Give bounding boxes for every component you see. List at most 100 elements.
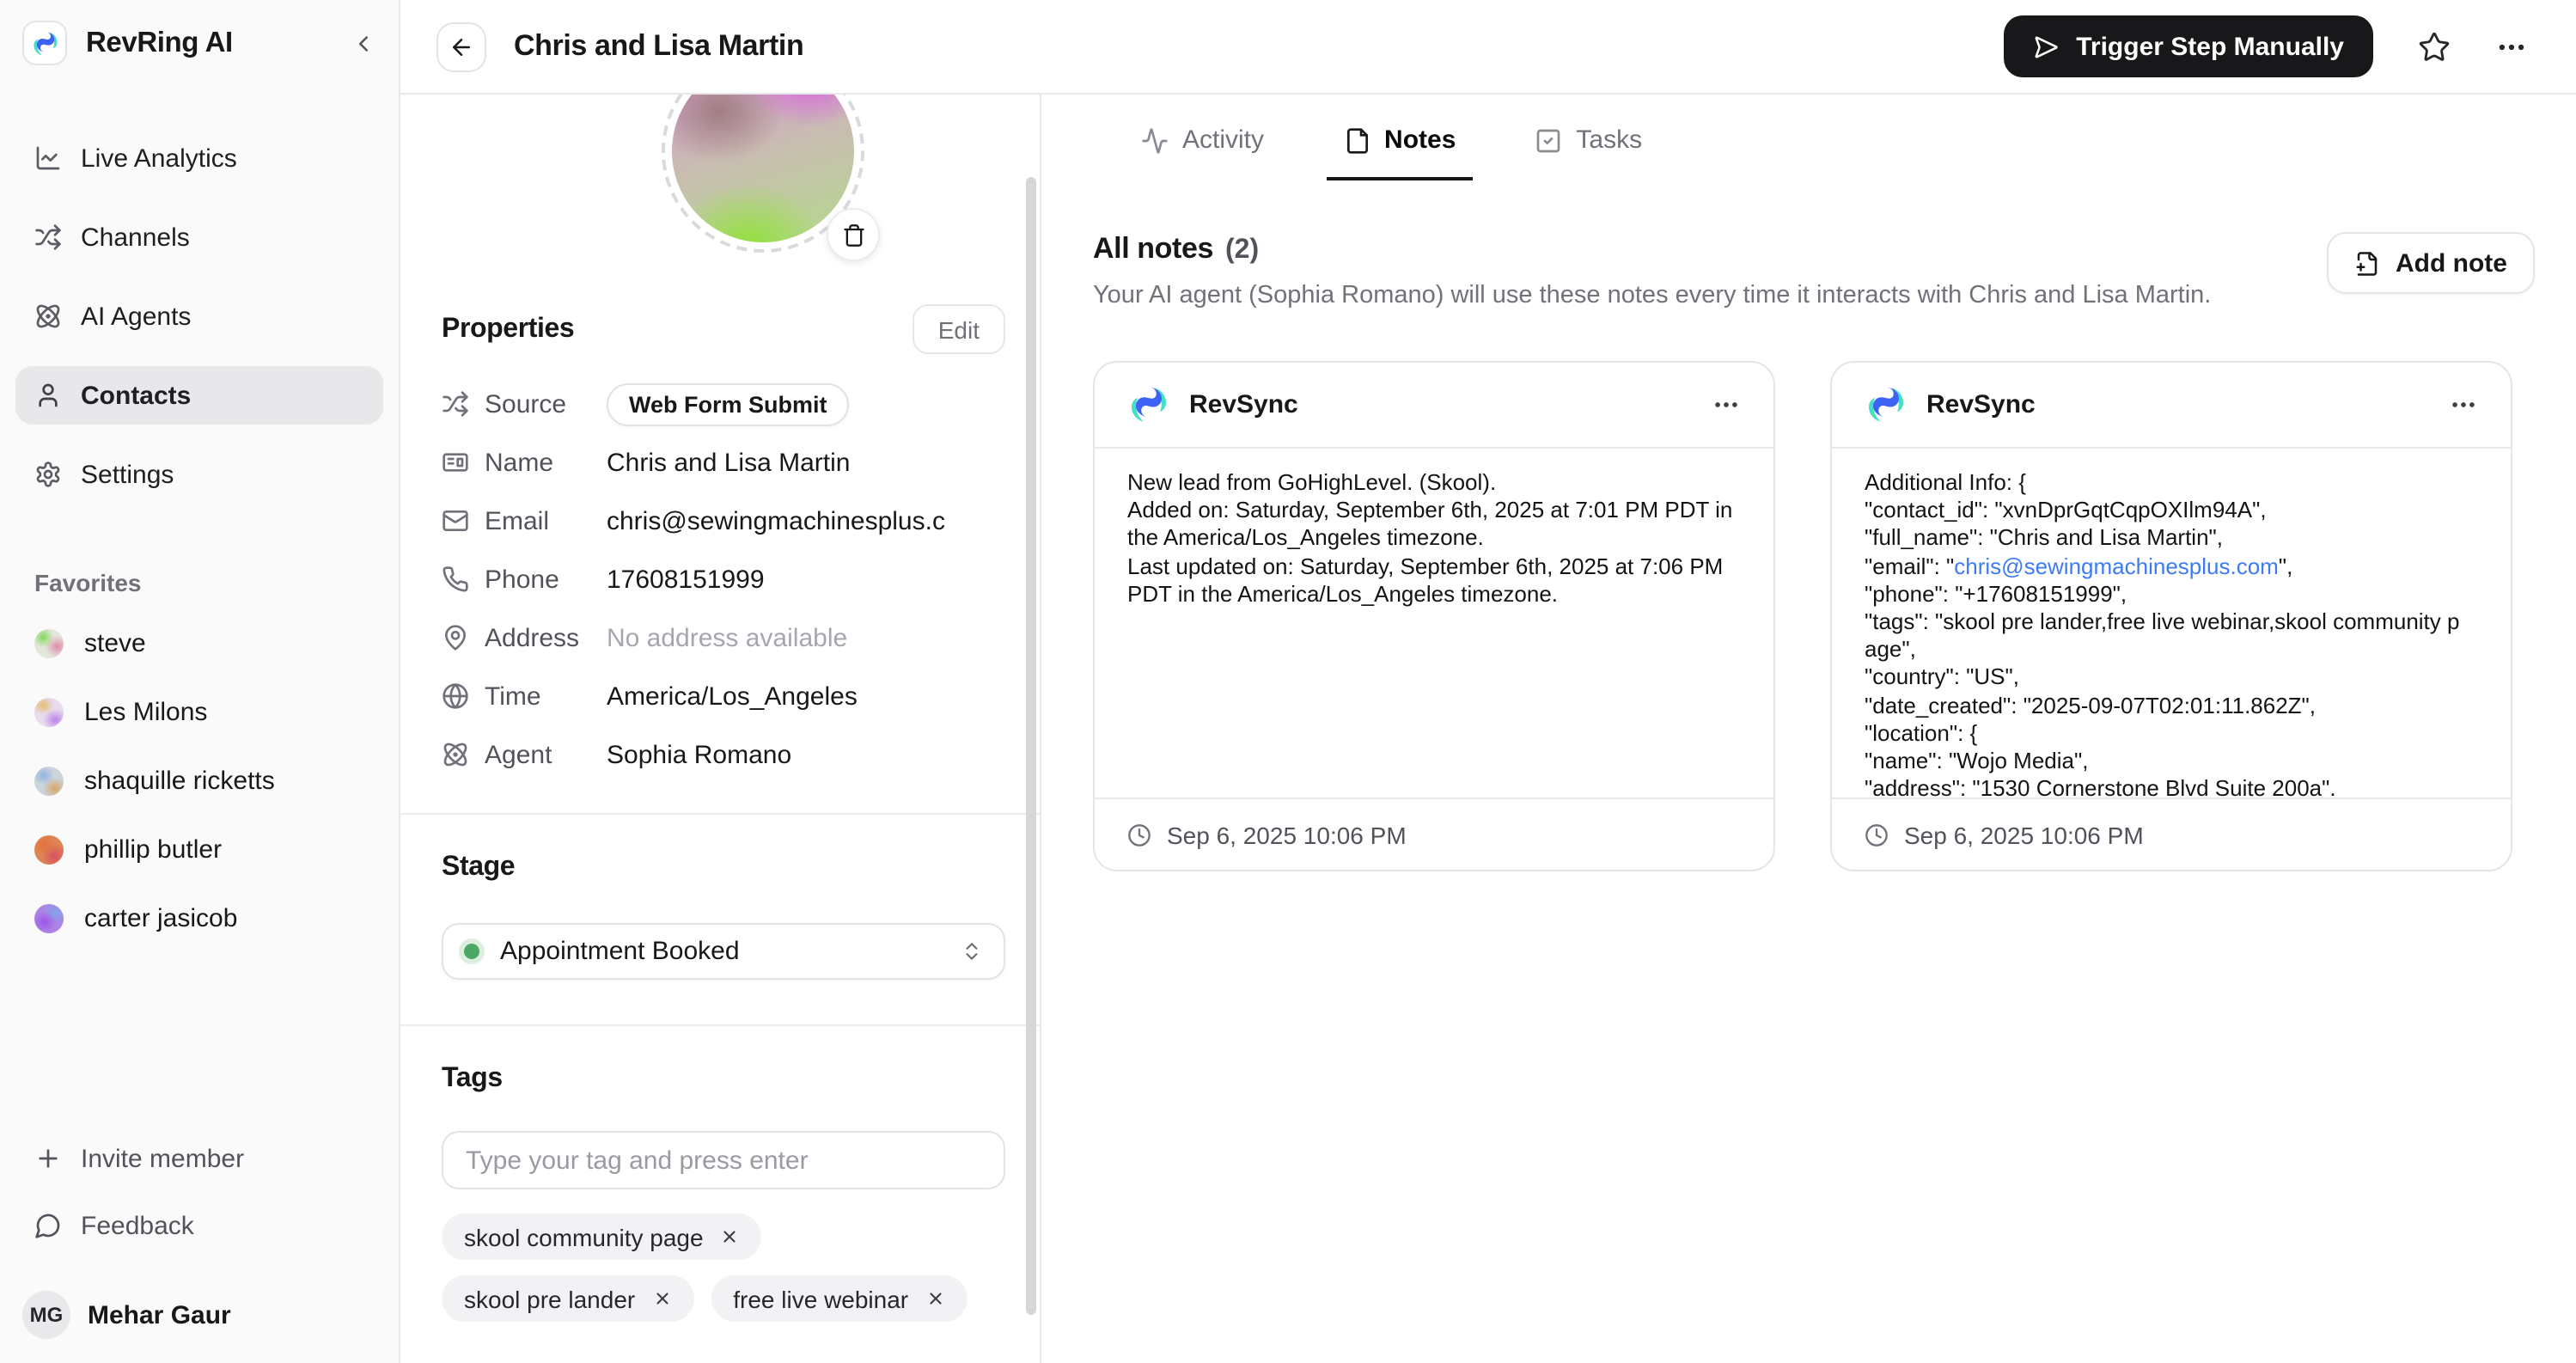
sidebar-collapse-icon[interactable] <box>351 30 376 56</box>
phone-icon <box>443 566 468 592</box>
app-name: RevRing AI <box>86 27 233 58</box>
app-logo-icon <box>22 21 67 65</box>
favorite-item[interactable]: shaquille ricketts <box>15 751 383 810</box>
user-menu[interactable]: MG Mehar Gaur <box>15 1291 383 1339</box>
tag-chip[interactable]: skool community page <box>442 1213 762 1260</box>
shuffle-icon <box>443 391 468 417</box>
divider <box>400 1024 1040 1026</box>
tag-chip[interactable]: free live webinar <box>711 1275 968 1322</box>
main: Chris and Lisa Martin Trigger Step Manua… <box>400 0 2576 1363</box>
note-body: New lead from GoHighLevel. (Skool). Adde… <box>1127 469 1733 607</box>
avatar <box>34 766 64 795</box>
sidebar-item-ai-agents[interactable]: AI Agents <box>15 287 383 345</box>
stage-status-dot <box>464 944 479 959</box>
tab-activity[interactable]: Activity <box>1124 125 1281 180</box>
tab-tasks[interactable]: Tasks <box>1517 125 1659 180</box>
tag-list: skool community page skool pre lander fr… <box>442 1213 1005 1322</box>
note-timestamp: Sep 6, 2025 10:06 PM <box>1167 821 1407 848</box>
email-link[interactable]: chris@sewingmachinesplus.com <box>1954 553 2279 579</box>
feedback-button[interactable]: Feedback <box>15 1196 383 1255</box>
user-icon <box>39 383 58 407</box>
tag-chip[interactable]: skool pre lander <box>442 1275 694 1322</box>
chevrons-up-down-icon <box>961 940 983 963</box>
favorite-item[interactable]: Les Milons <box>15 682 383 741</box>
edit-properties-button[interactable]: Edit <box>912 304 1005 354</box>
favorites-label: Favorites <box>34 569 142 596</box>
ellipsis-icon <box>2452 402 2475 407</box>
more-options-button[interactable] <box>2488 23 2535 70</box>
notes-subtitle: Your AI agent (Sophia Romano) will use t… <box>1093 282 2212 309</box>
file-plus-icon <box>2356 251 2378 275</box>
arrow-left-icon <box>453 38 470 55</box>
note-author: RevSync <box>1926 390 2036 419</box>
field-address: Address No address available <box>442 608 1005 667</box>
sidebar-item-settings[interactable]: Settings <box>15 445 383 504</box>
notes-count: (2) <box>1225 235 1260 265</box>
atom-icon <box>443 743 467 767</box>
mail-icon <box>443 510 468 531</box>
message-circle-icon <box>35 1213 60 1238</box>
topbar: Chris and Lisa Martin Trigger Step Manua… <box>400 0 2576 95</box>
ellipsis-icon <box>2499 43 2524 50</box>
properties-title: Properties <box>442 314 575 343</box>
favorite-item[interactable]: carter jasicob <box>15 889 383 947</box>
sidebar-header: RevRing AI <box>15 21 383 65</box>
sidebar: RevRing AI Live Analytics Channels AI Ag… <box>0 0 400 1363</box>
favorite-item[interactable]: phillip butler <box>15 820 383 878</box>
stage-select[interactable]: Appointment Booked <box>442 923 1005 980</box>
page-title: Chris and Lisa Martin <box>514 29 804 62</box>
tag-input[interactable] <box>442 1131 1005 1189</box>
tab-bar: Activity Notes Tasks <box>1124 125 2535 180</box>
properties-list: Source Web Form Submit Name Chris and Li… <box>442 375 1005 784</box>
sidebar-item-live-analytics[interactable]: Live Analytics <box>15 129 383 187</box>
add-note-button[interactable]: Add note <box>2327 232 2535 294</box>
remove-tag-icon[interactable] <box>652 1289 671 1308</box>
notes-area: Activity Notes Tasks All notes <box>1041 95 2576 1363</box>
sidebar-item-contacts[interactable]: Contacts <box>15 366 383 425</box>
revsync-logo-icon <box>1865 383 1908 426</box>
remove-tag-icon[interactable] <box>721 1227 740 1246</box>
tags-title: Tags <box>442 1064 503 1093</box>
clock-icon <box>1865 823 1888 846</box>
remove-tag-icon[interactable] <box>925 1289 944 1308</box>
sidebar-item-channels[interactable]: Channels <box>15 208 383 266</box>
source-badge: Web Form Submit <box>607 382 850 425</box>
task-check-icon <box>1537 128 1560 152</box>
note-card: RevSync Additional Info: { "contact_id":… <box>1830 361 2512 871</box>
stage-title: Stage <box>442 853 516 882</box>
note-author: RevSync <box>1189 390 1298 419</box>
avatar <box>34 697 64 726</box>
note-menu-button[interactable] <box>1712 390 1741 419</box>
trash-icon <box>843 223 864 246</box>
trigger-step-button[interactable]: Trigger Step Manually <box>2004 15 2373 77</box>
avatar <box>34 903 64 932</box>
note-body: Additional Info: { "contact_id": "xvnDpr… <box>1865 469 2460 798</box>
revsync-logo-icon <box>1127 383 1170 426</box>
field-name: Name Chris and Lisa Martin <box>442 433 1005 492</box>
panel-scrollbar[interactable] <box>1026 177 1036 1315</box>
note-menu-button[interactable] <box>2449 390 2478 419</box>
delete-avatar-button[interactable] <box>827 208 880 261</box>
avatar <box>34 628 64 657</box>
activity-icon <box>1142 127 1168 153</box>
globe-icon <box>443 683 468 709</box>
invite-member-button[interactable]: Invite member <box>15 1129 383 1188</box>
sidebar-nav: Live Analytics Channels AI Agents Contac… <box>15 129 383 524</box>
field-phone: Phone 17608151999 <box>442 550 1005 608</box>
field-source: Source Web Form Submit <box>442 375 1005 433</box>
field-time: Time America/Los_Angeles <box>442 667 1005 725</box>
user-avatar: MG <box>22 1291 70 1339</box>
contact-panel: Properties Edit Source Web Form Submit N… <box>400 95 1041 1363</box>
field-email: Email chris@sewingmachinesplus.c <box>442 492 1005 550</box>
file-icon <box>1346 127 1368 153</box>
favorite-star-button[interactable] <box>2411 23 2457 70</box>
tab-notes[interactable]: Notes <box>1326 125 1474 180</box>
favorite-item[interactable]: steve <box>15 614 383 672</box>
avatar <box>34 834 64 864</box>
back-button[interactable] <box>436 21 486 71</box>
notes-list: RevSync New lead from GoHighLevel. (Skoo… <box>1093 361 2535 871</box>
user-name: Mehar Gaur <box>88 1300 231 1329</box>
notes-title: All notes <box>1093 232 1213 265</box>
contact-avatar[interactable] <box>662 95 864 253</box>
